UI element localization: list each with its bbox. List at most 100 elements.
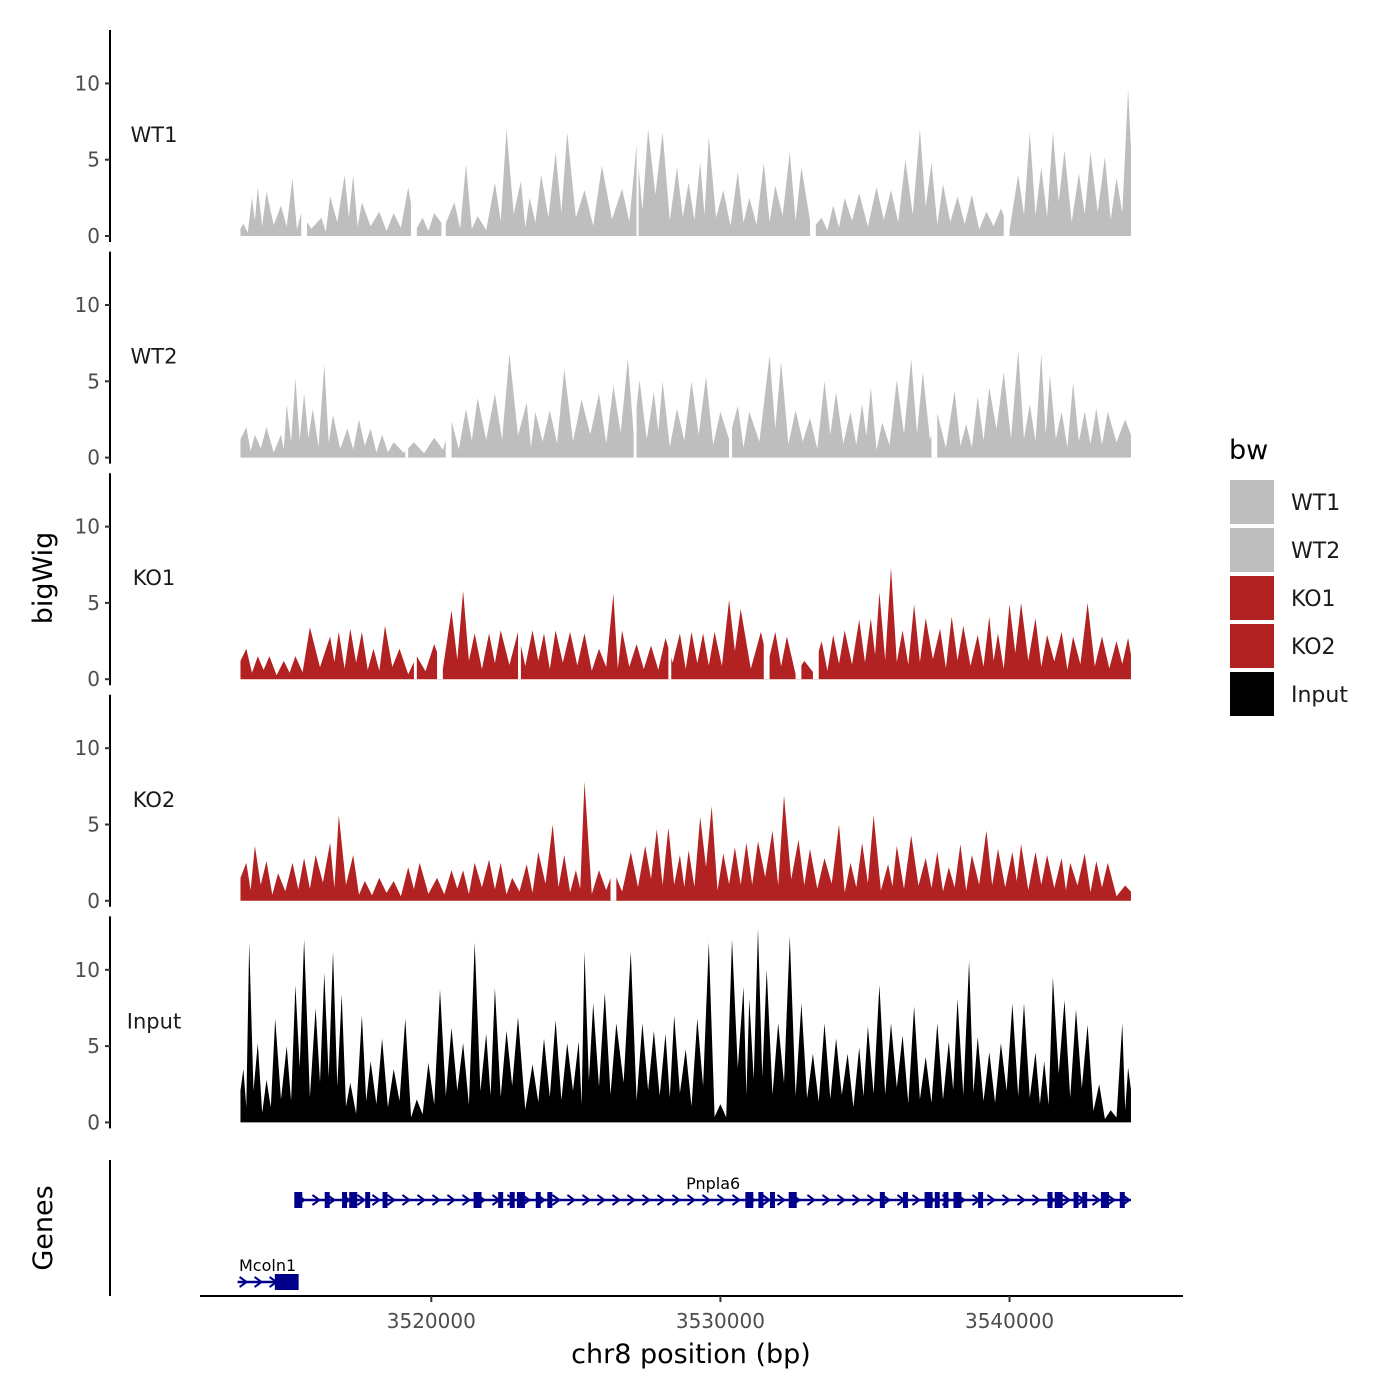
- gene-chevron-pnpla6-28: [716, 1194, 727, 1206]
- gap-ko1-5: [795, 471, 802, 680]
- gap-wt2-1: [445, 249, 452, 458]
- gene-exon-pnpla6-28: [1119, 1192, 1125, 1208]
- legend-key-ko2: [1230, 624, 1274, 668]
- gene-chevron-pnpla6-51: [1061, 1194, 1072, 1206]
- gene-chevron-pnpla6-11: [461, 1194, 472, 1206]
- legend-key-ko1: [1230, 576, 1274, 620]
- legend-label-wt1: WT1: [1291, 491, 1340, 516]
- gene-exon-pnpla6-6: [473, 1192, 482, 1208]
- gene-exon-pnpla6-7: [498, 1192, 504, 1208]
- gap-wt2-4: [931, 249, 938, 458]
- gap-ko1-6: [812, 471, 819, 680]
- gene-label-mcoln1: Mcoln1: [239, 1256, 296, 1275]
- y-tick-label-input-5: 5: [87, 1034, 100, 1058]
- legend: bw WT1 WT2 KO1 KO2 Input: [1229, 435, 1348, 716]
- gene-exon-pnpla6-4: [365, 1192, 371, 1208]
- gene-chevron-mcoln1-0: [239, 1276, 249, 1288]
- gene-exon-pnpla6-26: [1082, 1192, 1088, 1208]
- gap-wt1-5: [1003, 28, 1010, 236]
- y-tick-label-ko2-10: 10: [75, 736, 100, 760]
- legend-key-wt2: [1230, 528, 1274, 572]
- x-axis: 3520000 3530000 3540000: [200, 1295, 1183, 1333]
- gene-exon-pnpla6-8: [509, 1192, 515, 1208]
- gene-chevron-pnpla6-46: [986, 1194, 997, 1206]
- genes-group: Pnpla6 Mcoln1: [109, 1160, 1132, 1296]
- gene-exon-pnpla6-12: [745, 1192, 754, 1208]
- gap-ko1-0: [413, 471, 417, 680]
- gene-chevron-pnpla6-20: [596, 1194, 607, 1206]
- gene-chevron-pnpla6-25: [671, 1194, 682, 1206]
- gene-exon-pnpla6-2: [342, 1192, 348, 1208]
- track-input: 0 5 10 Input: [75, 916, 1131, 1134]
- y-tick-label-input-0: 0: [87, 1110, 100, 1134]
- gene-chevron-pnpla6-18: [566, 1194, 577, 1206]
- area-ko2: [240, 781, 1131, 901]
- gene-chevron-pnpla6-54: [1106, 1194, 1117, 1206]
- gene-exon-pnpla6-27: [1100, 1192, 1109, 1208]
- gene-exon-pnpla6-14: [769, 1192, 775, 1208]
- gene-chevron-pnpla6-24: [656, 1194, 667, 1206]
- gene-chevron-pnpla6-31: [761, 1194, 772, 1206]
- gene-exon-pnpla6-0: [294, 1192, 303, 1208]
- gene-chevron-pnpla6-29: [731, 1194, 742, 1206]
- gene-exon-mcoln1-1: [280, 1274, 299, 1290]
- gene-chevron-pnpla6-1: [311, 1194, 322, 1206]
- x-tick-label-3520000: 3520000: [387, 1309, 476, 1333]
- gene-chevron-pnpla6-41: [911, 1194, 922, 1206]
- gene-exon-pnpla6-23: [1047, 1192, 1053, 1208]
- gene-chevron-pnpla6-26: [686, 1194, 697, 1206]
- gene-chevron-pnpla6-2: [326, 1194, 337, 1206]
- area-wt1: [240, 89, 1131, 236]
- track-ko2: 0 5 10 KO2: [75, 692, 1131, 913]
- legend-label-input: Input: [1291, 683, 1348, 708]
- gene-chevron-mcoln1-1: [254, 1276, 264, 1288]
- gap-wt2-0: [405, 249, 409, 458]
- gene-exon-pnpla6-11: [547, 1192, 553, 1208]
- y-tick-label-wt2-10: 10: [75, 293, 100, 317]
- gene-exon-pnpla6-19: [934, 1192, 940, 1208]
- gap-ko1-2: [518, 471, 521, 680]
- gene-exon-pnpla6-20: [943, 1192, 949, 1208]
- gene-chevron-pnpla6-21: [611, 1194, 622, 1206]
- gene-exon-pnpla6-16: [879, 1192, 885, 1208]
- track-label-ko1: KO1: [133, 566, 176, 590]
- gene-chevron-pnpla6-48: [1016, 1194, 1027, 1206]
- gap-wt1-0: [301, 28, 307, 236]
- gene-chevron-pnpla6-23: [641, 1194, 652, 1206]
- gene-chevron-pnpla6-36: [836, 1194, 847, 1206]
- x-tick-label-3530000: 3530000: [676, 1309, 765, 1333]
- gene-mcoln1: Mcoln1: [237, 1256, 299, 1290]
- gene-chevron-pnpla6-34: [806, 1194, 817, 1206]
- gene-exon-pnpla6-24: [1054, 1192, 1063, 1208]
- y-tick-label-input-10: 10: [75, 958, 100, 982]
- gene-label-pnpla6: Pnpla6: [686, 1174, 740, 1193]
- gap-wt1-1: [411, 28, 417, 236]
- area-input: [240, 928, 1131, 1123]
- gene-chevron-pnpla6-38: [866, 1194, 877, 1206]
- gene-exon-pnpla6-21: [953, 1192, 962, 1208]
- gene-exon-pnpla6-22: [978, 1192, 984, 1208]
- gene-chevron-pnpla6-8: [416, 1194, 427, 1206]
- gene-exon-pnpla6-17: [902, 1192, 908, 1208]
- y-tick-label-ko1-5: 5: [87, 591, 100, 615]
- gene-exon-pnpla6-3: [349, 1192, 358, 1208]
- y-tick-label-wt2-0: 0: [87, 446, 100, 470]
- gene-exon-pnpla6-5: [382, 1192, 388, 1208]
- gene-chevron-pnpla6-9: [431, 1194, 442, 1206]
- gene-chevron-pnpla6-32: [776, 1194, 787, 1206]
- gene-chevron-pnpla6-53: [1091, 1194, 1102, 1206]
- gap-wt1-2: [441, 28, 446, 236]
- gene-pnpla6: Pnpla6: [294, 1174, 1132, 1208]
- gene-chevron-pnpla6-5: [371, 1194, 382, 1206]
- gap-ko2-0: [610, 692, 617, 901]
- legend-key-wt1: [1230, 480, 1274, 524]
- track-label-wt2: WT2: [131, 345, 178, 369]
- gap-wt1-3: [636, 28, 639, 236]
- gene-exon-pnpla6-1: [324, 1192, 330, 1208]
- gene-chevron-pnpla6-27: [701, 1194, 712, 1206]
- gene-exon-pnpla6-25: [1073, 1192, 1079, 1208]
- gene-chevron-pnpla6-10: [446, 1194, 457, 1206]
- y-tick-label-wt1-5: 5: [87, 148, 100, 172]
- track-wt2: 0 5 10 WT2: [75, 249, 1131, 470]
